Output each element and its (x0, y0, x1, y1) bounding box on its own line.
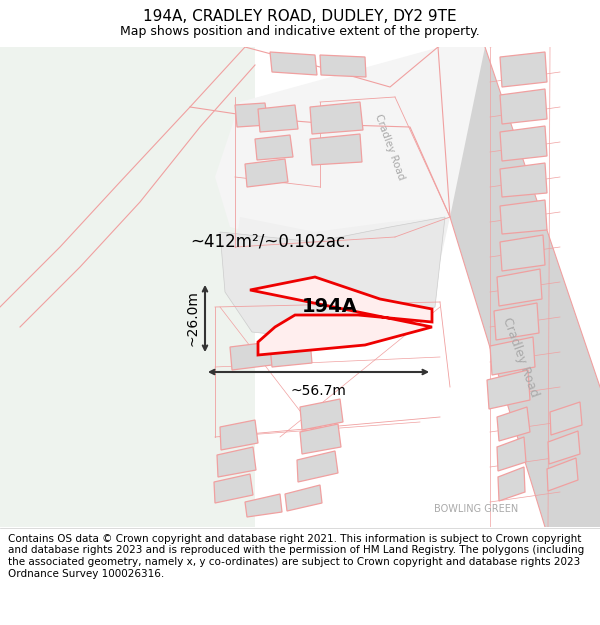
Text: 194A: 194A (302, 298, 358, 316)
Polygon shape (494, 303, 539, 340)
Polygon shape (500, 52, 547, 87)
Polygon shape (215, 47, 485, 247)
Polygon shape (500, 200, 547, 234)
Polygon shape (255, 135, 293, 160)
Polygon shape (220, 420, 258, 450)
Text: BOWLING GREEN: BOWLING GREEN (434, 504, 518, 514)
Polygon shape (500, 163, 547, 197)
Polygon shape (500, 235, 545, 271)
Text: ~56.7m: ~56.7m (290, 384, 346, 398)
Polygon shape (310, 134, 362, 165)
Polygon shape (497, 269, 542, 306)
Text: 194A, CRADLEY ROAD, DUDLEY, DY2 9TE: 194A, CRADLEY ROAD, DUDLEY, DY2 9TE (143, 9, 457, 24)
Polygon shape (500, 89, 547, 124)
Polygon shape (320, 55, 366, 77)
Text: Map shows position and indicative extent of the property.: Map shows position and indicative extent… (120, 24, 480, 38)
Polygon shape (300, 424, 341, 454)
Polygon shape (297, 451, 338, 482)
Polygon shape (497, 407, 530, 441)
Text: ~26.0m: ~26.0m (186, 291, 200, 346)
Polygon shape (245, 159, 288, 187)
Polygon shape (220, 217, 445, 342)
Polygon shape (490, 337, 535, 375)
Polygon shape (487, 370, 530, 409)
Polygon shape (217, 447, 256, 477)
Polygon shape (214, 474, 253, 503)
Polygon shape (270, 52, 317, 75)
Polygon shape (235, 103, 268, 127)
Polygon shape (270, 340, 312, 367)
Polygon shape (230, 342, 272, 370)
Polygon shape (245, 494, 282, 517)
Polygon shape (548, 431, 580, 464)
Polygon shape (547, 458, 578, 491)
Text: ~412m²/~0.102ac.: ~412m²/~0.102ac. (190, 233, 350, 251)
Polygon shape (438, 47, 600, 527)
Polygon shape (0, 47, 255, 527)
Polygon shape (230, 217, 450, 337)
Polygon shape (250, 277, 432, 355)
Text: Contains OS data © Crown copyright and database right 2021. This information is : Contains OS data © Crown copyright and d… (8, 534, 584, 579)
Text: Cradley Road: Cradley Road (500, 316, 541, 399)
Polygon shape (285, 485, 322, 511)
Polygon shape (300, 399, 343, 430)
Polygon shape (497, 437, 526, 471)
Polygon shape (258, 105, 298, 132)
Polygon shape (500, 126, 547, 161)
Polygon shape (310, 102, 363, 134)
Polygon shape (550, 402, 582, 435)
Polygon shape (498, 467, 525, 501)
Text: Cradley Road: Cradley Road (373, 112, 407, 181)
